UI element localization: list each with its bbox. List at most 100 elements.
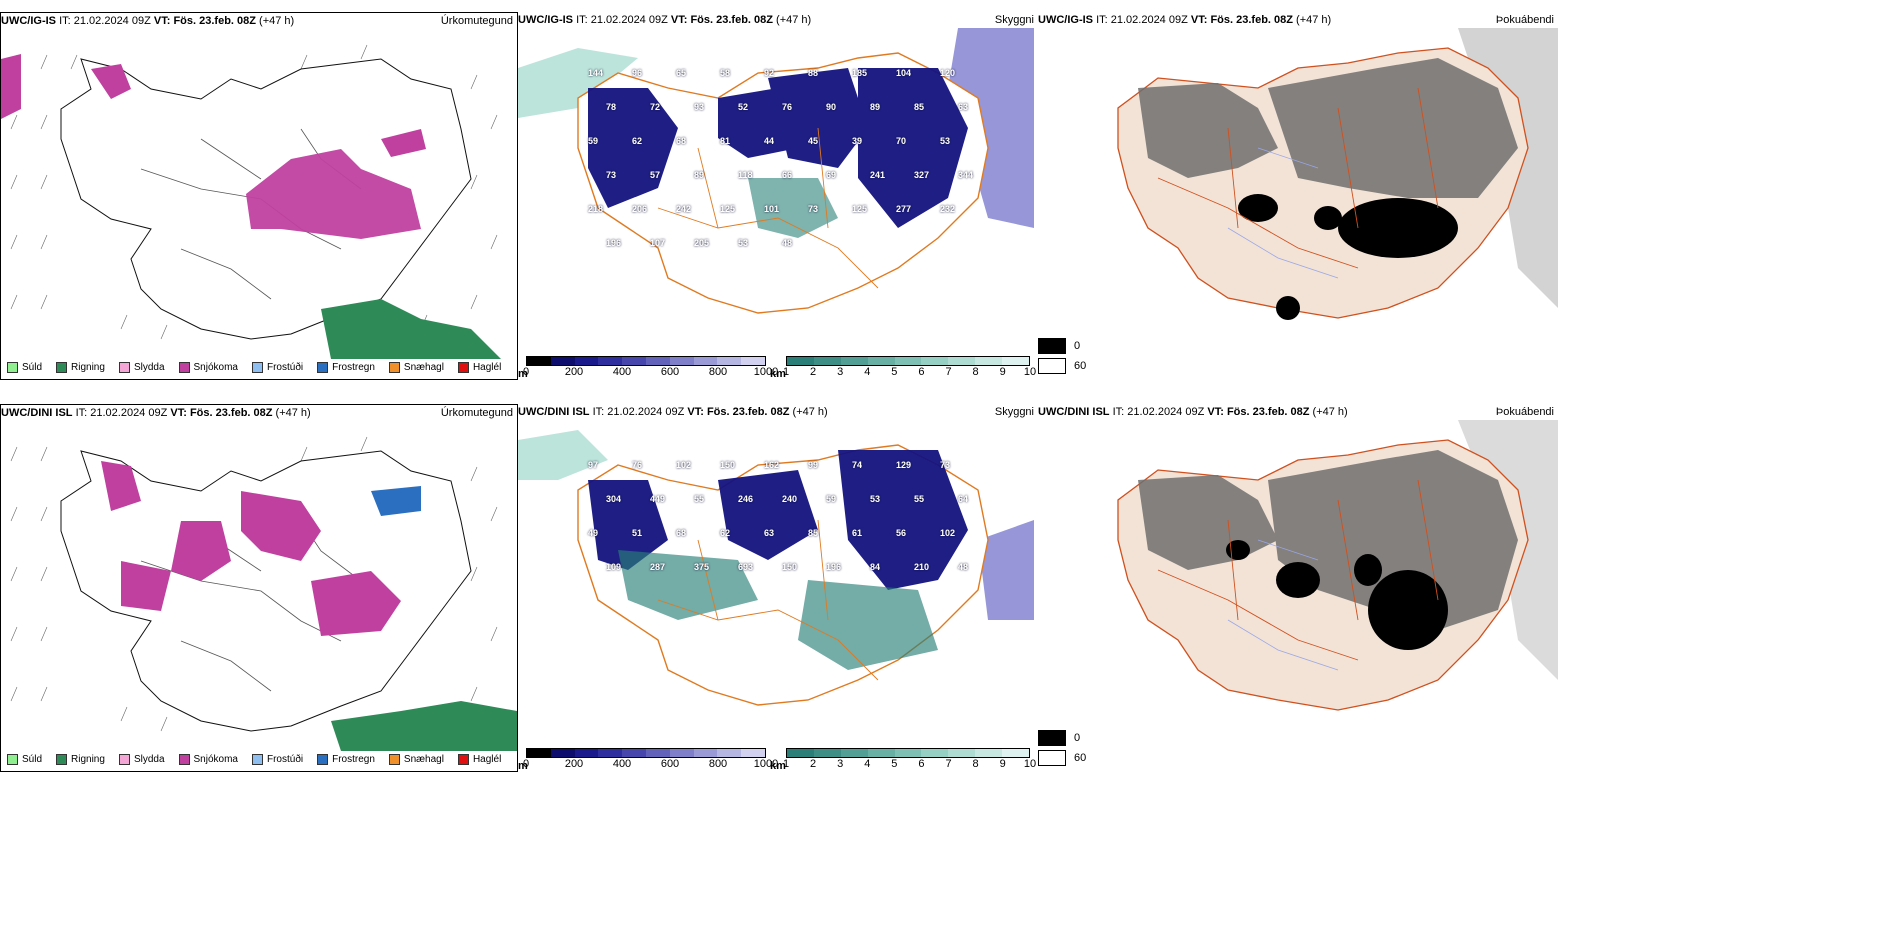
cloud-value-label: 63 [958, 102, 969, 112]
km-unit: km [770, 760, 786, 772]
cloud-value-label: 58 [720, 68, 731, 78]
legend-item: Slydda [118, 754, 165, 765]
km-unit: km [770, 368, 786, 380]
km-scale-bar [786, 748, 1030, 758]
legend-item: Rigning [56, 754, 105, 765]
cloud-value-label: 85 [808, 528, 819, 538]
precip-legend-bottom: Súld Rigning Slydda Snjókoma Frostúði Fr… [7, 754, 501, 765]
cloud-value-label: 57 [650, 170, 661, 180]
cloud-value-label: 66 [782, 170, 793, 180]
cloud-value-label: 55 [914, 494, 925, 504]
legend-item: Snjókoma [178, 362, 238, 373]
legend-item: Snjókoma [178, 754, 238, 765]
height-scale-ticks: 0 200 400 600 800 1000 [522, 366, 779, 378]
legend-item: Frostregn [317, 754, 375, 765]
km-scale-bottom: 1 2 3 4 5 6 7 8 9 10 [783, 748, 1036, 772]
cloud-map-top: 144 96 65 58 92 88 185 104 120 78 72 93 52 76 90 89 85 63… [518, 28, 1034, 358]
cloud-header-top: UWC/IG-IS IT: 21.02.2024 09Z VT: Fös. 23… [518, 14, 1034, 26]
cloud-value-label: 78 [606, 102, 617, 112]
height-unit: m [518, 368, 528, 380]
precip-header-top: UWC/IG-IS IT: 21.02.2024 09Z VT: Fös. 23… [1, 15, 513, 27]
cloud-value-label: 90 [826, 102, 837, 112]
cloud-value-label: 84 [870, 562, 881, 572]
precip-panel-bottom: UWC/DINI ISL IT: 21.02.2024 09Z VT: Fös.… [0, 404, 518, 772]
cloud-value-label: 53 [940, 136, 951, 146]
panel-title: Úrkomutegund [440, 15, 513, 27]
cloud-value-label: 45 [808, 136, 819, 146]
cloud-value-label: 73 [606, 170, 617, 180]
height-scale-bar [526, 356, 766, 366]
cloud-value-label: 304 [606, 494, 622, 504]
cloud-value-label: 73 [940, 460, 951, 470]
height-scale-ticks: 0 200 400 600 800 1000 [522, 758, 779, 770]
cloud-value-label: 59 [826, 494, 837, 504]
cloud-value-label: 449 [650, 494, 666, 504]
fog-header-top: UWC/IG-IS IT: 21.02.2024 09Z VT: Fös. 23… [1038, 14, 1554, 26]
cloud-value-label: 101 [764, 204, 780, 214]
cloud-value-label: 240 [782, 494, 798, 504]
cloud-value-label: 150 [782, 562, 798, 572]
legend-item: Frostúði [251, 754, 303, 765]
cloud-value-label: 241 [870, 170, 886, 180]
cloud-value-label: 96 [632, 68, 643, 78]
cloud-value-label: 107 [650, 238, 666, 248]
cloud-map-bottom: 97 76 102 150 162 99 74 129 73 304 449 55 246 240 59 53… [518, 420, 1034, 750]
cloud-value-label: 196 [826, 562, 842, 572]
cloud-value-label: 70 [896, 136, 907, 146]
legend-item: Snæhagl [388, 754, 444, 765]
fog-panel-top: UWC/IG-IS IT: 21.02.2024 09Z VT: Fös. 23… [1038, 12, 1558, 380]
panel-title: Úrkomutegund [440, 407, 513, 419]
cloud-value-label: 97 [588, 460, 599, 470]
panel-title: Skyggni [994, 14, 1034, 26]
cloud-value-label: 89 [694, 170, 705, 180]
cloud-value-label: 109 [606, 562, 622, 572]
cloud-value-label: 52 [738, 102, 749, 112]
panel-title: Skyggni [994, 406, 1034, 418]
legend-item: Súld [7, 754, 42, 765]
precip-legend-top: Súld Rigning Slydda Snjókoma Frostúði Fr… [7, 362, 501, 373]
cloud-value-label: 196 [606, 238, 622, 248]
precip-map-top [1, 29, 517, 359]
precip-header-bottom: UWC/DINI ISL IT: 21.02.2024 09Z VT: Fös.… [1, 407, 513, 419]
fog-legend-bottom: 0 60 [1038, 728, 1086, 768]
legend-item: Frostúði [251, 362, 303, 373]
cloud-value-label: 73 [808, 204, 819, 214]
cloud-value-label: 89 [870, 102, 881, 112]
legend-item: Slydda [118, 362, 165, 373]
cloud-value-label: 125 [852, 204, 868, 214]
legend-item: Haglél [457, 754, 501, 765]
cloud-value-label: 59 [588, 136, 599, 146]
cloud-value-label: 56 [896, 528, 907, 538]
legend-item: Rigning [56, 362, 105, 373]
cloud-value-label: 120 [940, 68, 956, 78]
cloud-value-label: 99 [808, 460, 819, 470]
fog-panel-bottom: UWC/DINI ISL IT: 21.02.2024 09Z VT: Fös.… [1038, 404, 1558, 772]
fog-header-bottom: UWC/DINI ISL IT: 21.02.2024 09Z VT: Fös.… [1038, 406, 1554, 418]
model-name: UWC/IG-IS [1, 15, 56, 27]
legend-item: Frostregn [317, 362, 375, 373]
precip-map-bottom [1, 421, 517, 751]
cloud-value-label: 118 [738, 170, 753, 180]
cloud-value-label: 65 [676, 68, 687, 78]
panel-title: Þokuábendi [1495, 14, 1554, 26]
cloud-value-label: 69 [826, 170, 837, 180]
fog-legend-top: 0 60 [1038, 336, 1086, 376]
cloud-value-label: 277 [896, 204, 912, 214]
cloud-value-label: 53 [870, 494, 881, 504]
cloud-header-bottom: UWC/DINI ISL IT: 21.02.2024 09Z VT: Fös.… [518, 406, 1034, 418]
cloud-value-label: 63 [764, 528, 775, 538]
model-name: UWC/DINI ISL [1, 407, 73, 419]
km-scale-bar [786, 356, 1030, 366]
cloud-value-label: 246 [738, 494, 754, 504]
cloud-value-label: 61 [852, 528, 863, 538]
precip-panel-top: UWC/IG-IS IT: 21.02.2024 09Z VT: Fös. 23… [0, 12, 518, 380]
cloud-value-label: 92 [764, 68, 775, 78]
legend-item: Súld [7, 362, 42, 373]
cloud-value-label: 49 [588, 528, 599, 538]
cloud-value-label: 85 [914, 102, 925, 112]
cloud-value-label: 693 [738, 562, 754, 572]
cloud-value-label: 129 [896, 460, 912, 470]
cloud-value-label: 72 [650, 102, 661, 112]
cloud-value-label: 64 [958, 494, 969, 504]
cloud-value-label: 62 [720, 528, 731, 538]
